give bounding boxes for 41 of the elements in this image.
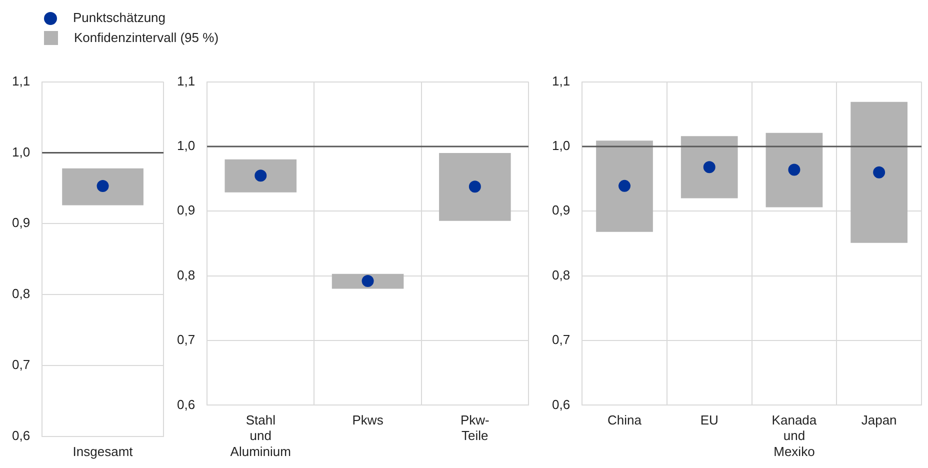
point — [618, 180, 630, 192]
point — [873, 166, 886, 178]
y-tick-label: 1,1 — [552, 73, 570, 88]
y-tick-label: 0,7 — [552, 332, 570, 348]
bar — [850, 102, 908, 243]
y-tick-label: 1,1 — [176, 73, 196, 88]
y-tick-label: 0,8 — [552, 267, 570, 282]
y-tick-label: 0,6 — [176, 396, 196, 412]
legend-label: Konfidenzintervall (95 %) — [74, 29, 219, 47]
bar — [766, 132, 823, 208]
x-tick-label: Japan — [861, 412, 897, 428]
point — [468, 180, 481, 193]
y-tick-label: 0,9 — [12, 215, 30, 230]
bar — [224, 159, 297, 192]
y-tick-label: 1,0 — [12, 144, 30, 160]
x-tick-label: China — [608, 412, 642, 428]
x-tick-label: Insgesamt — [72, 444, 134, 459]
bar — [680, 136, 738, 198]
y-tick-label: 0,8 — [12, 286, 30, 302]
bar — [439, 152, 511, 221]
y-tick-label: 1,0 — [176, 138, 196, 154]
y-tick-label: 0,7 — [12, 357, 30, 372]
x-tick-label: Pkw-Teile — [460, 412, 490, 444]
x-tick-label: Kanada und Mexiko — [772, 412, 818, 459]
y-tick-label: 0,9 — [552, 202, 570, 218]
y-tick-label: 0,8 — [176, 267, 196, 282]
bar — [596, 140, 653, 232]
y-tick-label: 0,6 — [12, 428, 30, 443]
x-tick-label: Pkws — [352, 412, 384, 428]
y-tick-label: 1,0 — [552, 138, 570, 154]
y-tick-label: 0,7 — [176, 332, 196, 348]
x-tick-label: Stahl und Aluminium — [230, 412, 291, 459]
point — [362, 275, 374, 288]
y-tick-label: 0,6 — [552, 396, 570, 412]
point — [788, 164, 800, 176]
legend-label: Punktschätzung — [73, 9, 166, 27]
point — [254, 170, 267, 182]
y-tick-label: 1,1 — [12, 73, 30, 88]
point — [703, 161, 716, 174]
y-tick-label: 0,9 — [176, 202, 196, 218]
x-tick-label: EU — [700, 412, 718, 428]
